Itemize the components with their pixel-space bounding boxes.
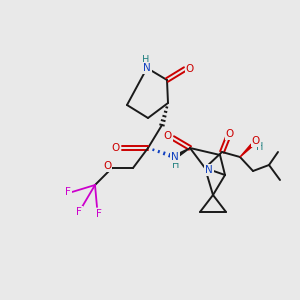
Text: N: N: [205, 165, 213, 175]
Text: O: O: [103, 161, 111, 171]
Text: O: O: [226, 129, 234, 139]
Text: H: H: [142, 55, 150, 65]
Text: F: F: [65, 187, 71, 197]
Text: O: O: [111, 143, 119, 153]
Text: F: F: [76, 207, 82, 217]
Text: H: H: [256, 142, 264, 152]
Text: N: N: [171, 152, 179, 162]
Text: O: O: [252, 136, 260, 146]
Text: O: O: [164, 131, 172, 141]
Polygon shape: [240, 144, 253, 157]
Text: F: F: [96, 209, 102, 219]
Text: H: H: [172, 160, 180, 170]
Polygon shape: [174, 148, 190, 158]
Text: N: N: [143, 63, 151, 73]
Text: O: O: [186, 64, 194, 74]
